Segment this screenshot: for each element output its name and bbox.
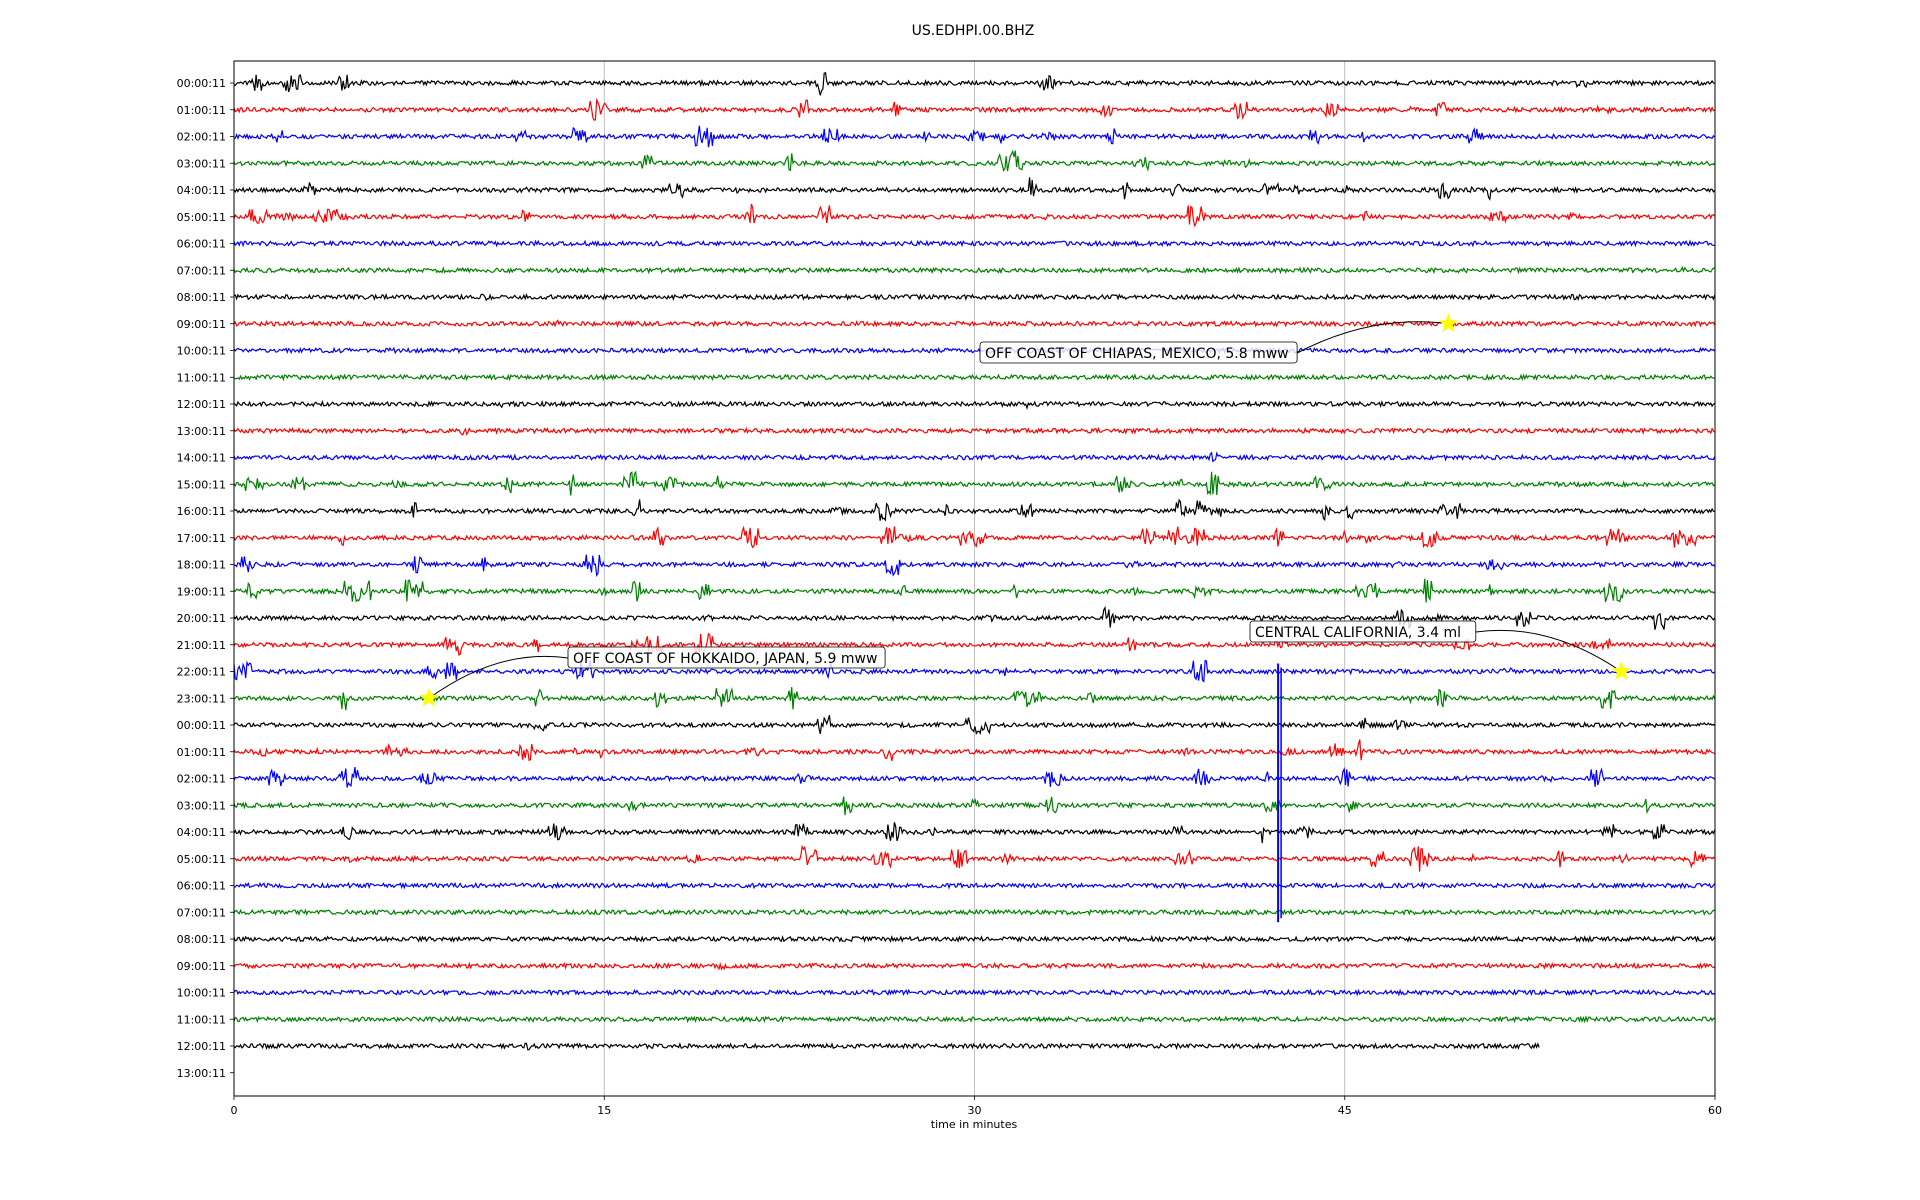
trace-row-17 [233, 525, 1716, 549]
event-label: OFF COAST OF HOKKAIDO, JAPAN, 5.9 mww [573, 651, 877, 667]
trace-row-3 [233, 149, 1716, 172]
y-tick-label: 18:00:11 [177, 559, 226, 572]
trace-row-7 [233, 265, 1715, 275]
y-tick-label: 12:00:11 [177, 1040, 226, 1053]
trace-row-6 [233, 239, 1715, 248]
y-tick-label: 12:00:11 [177, 398, 226, 411]
y-tick-label: 21:00:11 [177, 639, 226, 652]
y-tick-label: 00:00:11 [177, 719, 226, 732]
trace-row-31 [233, 908, 1715, 917]
seismic-traces [233, 71, 1716, 1051]
y-tick-label: 04:00:11 [177, 184, 226, 197]
event-annotation: CENTRAL CALIFORNIA, 3.4 ml [1249, 620, 1632, 680]
grid-lines [603, 61, 1346, 1096]
trace-row-19 [233, 578, 1716, 603]
trace-row-2 [233, 125, 1716, 148]
event-label: CENTRAL CALIFORNIA, 3.4 ml [1255, 625, 1461, 641]
y-tick-label: 07:00:11 [177, 906, 226, 919]
x-tick-label: 0 [231, 1104, 238, 1117]
chart-title: US.EDHPI.00.BHZ [912, 23, 1035, 39]
y-tick-label: 00:00:11 [177, 77, 226, 90]
trace-row-33 [233, 961, 1715, 971]
trace-row-14 [233, 451, 1716, 463]
trace-row-30 [233, 881, 1716, 890]
trace-row-27 [233, 796, 1716, 816]
trace-row-4 [233, 177, 1716, 201]
trace-row-35 [233, 1015, 1715, 1024]
x-tick-label: 30 [968, 1104, 982, 1117]
y-tick-label: 11:00:11 [177, 1013, 226, 1026]
y-tick-label: 08:00:11 [177, 291, 226, 304]
event-annotation: OFF COAST OF CHIAPAS, MEXICO, 5.8 mww [979, 313, 1459, 364]
trace-row-26 [233, 766, 1716, 788]
y-tick-label: 15:00:11 [177, 478, 226, 491]
event-star-marker [1611, 661, 1632, 680]
y-tick-label: 13:00:11 [177, 425, 226, 438]
y-tick-label: 06:00:11 [177, 880, 226, 893]
trace-row-10 [233, 346, 1716, 355]
y-tick-label: 02:00:11 [177, 131, 226, 144]
y-axis-ticks: 00:00:11 01:00:11 02:00:11 03:00:11 04:00:11… [177, 77, 234, 1080]
y-tick-label: 19:00:11 [177, 585, 226, 598]
event-connector [1475, 629, 1622, 672]
event-label: OFF COAST OF CHIAPAS, MEXICO, 5.8 mww [985, 346, 1289, 362]
y-tick-label: 17:00:11 [177, 532, 226, 545]
trace-row-29 [233, 844, 1716, 872]
y-tick-label: 01:00:11 [177, 104, 226, 117]
x-tick-label: 45 [1338, 1104, 1352, 1117]
event-annotation: OFF COAST OF HOKKAIDO, JAPAN, 5.9 mww [419, 646, 886, 707]
trace-row-32 [233, 934, 1716, 943]
trace-row-8 [233, 293, 1716, 302]
event-connector [1296, 321, 1449, 354]
trace-row-5 [233, 203, 1716, 228]
x-tick-label: 15 [597, 1104, 611, 1117]
y-tick-label: 23:00:11 [177, 692, 226, 705]
event-star-marker [1438, 313, 1459, 333]
y-tick-label: 20:00:11 [177, 612, 226, 625]
trace-row-36 [233, 1042, 1540, 1051]
trace-row-13 [233, 426, 1716, 436]
trace-row-22 [233, 660, 1716, 683]
trace-row-12 [233, 399, 1716, 411]
x-axis-ticks: 0 15 30 45 60 [231, 1096, 1722, 1117]
y-tick-label: 13:00:11 [177, 1067, 226, 1080]
y-tick-label: 04:00:11 [177, 826, 226, 839]
event-connector [428, 655, 569, 699]
y-tick-label: 10:00:11 [177, 987, 226, 1000]
x-axis-label: time in minutes [931, 1118, 1018, 1131]
trace-row-1 [233, 97, 1715, 121]
y-tick-label: 11:00:11 [177, 371, 226, 384]
trace-row-15 [233, 470, 1715, 496]
trace-row-20 [233, 605, 1716, 630]
y-tick-label: 10:00:11 [177, 345, 226, 358]
x-tick-label: 60 [1708, 1104, 1722, 1117]
trace-row-18 [233, 554, 1716, 578]
y-tick-label: 06:00:11 [177, 238, 226, 251]
trace-row-11 [233, 373, 1715, 382]
trace-row-23 [233, 687, 1716, 711]
y-tick-label: 16:00:11 [177, 505, 226, 518]
y-tick-label: 08:00:11 [177, 933, 226, 946]
trace-row-0 [233, 71, 1715, 96]
y-tick-label: 14:00:11 [177, 452, 226, 465]
y-tick-label: 01:00:11 [177, 746, 226, 759]
y-tick-label: 09:00:11 [177, 960, 226, 973]
trace-row-24 [233, 715, 1716, 735]
y-tick-label: 03:00:11 [177, 799, 226, 812]
y-tick-label: 03:00:11 [177, 157, 226, 170]
event-star-marker [419, 687, 439, 707]
y-tick-label: 09:00:11 [177, 318, 226, 331]
event-annotations: OFF COAST OF CHIAPAS, MEXICO, 5.8 mww CEN… [419, 313, 1632, 707]
y-tick-label: 02:00:11 [177, 773, 226, 786]
trace-row-34 [233, 988, 1716, 997]
trace-row-25 [233, 739, 1715, 762]
y-tick-label: 07:00:11 [177, 264, 226, 277]
trace-row-28 [233, 822, 1716, 844]
y-tick-label: 05:00:11 [177, 853, 226, 866]
trace-row-16 [233, 498, 1715, 522]
y-tick-label: 22:00:11 [177, 666, 226, 679]
trace-row-9 [233, 319, 1716, 328]
y-tick-label: 05:00:11 [177, 211, 226, 224]
